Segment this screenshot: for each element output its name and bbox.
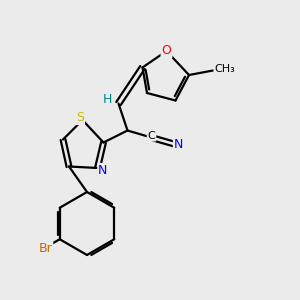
Text: CH₃: CH₃ — [214, 64, 235, 74]
Text: H: H — [102, 93, 112, 106]
Text: C: C — [148, 130, 155, 141]
Text: S: S — [76, 111, 84, 124]
Text: N: N — [98, 164, 108, 177]
Text: O: O — [162, 44, 171, 58]
Text: Br: Br — [39, 242, 52, 256]
Text: N: N — [174, 137, 183, 151]
